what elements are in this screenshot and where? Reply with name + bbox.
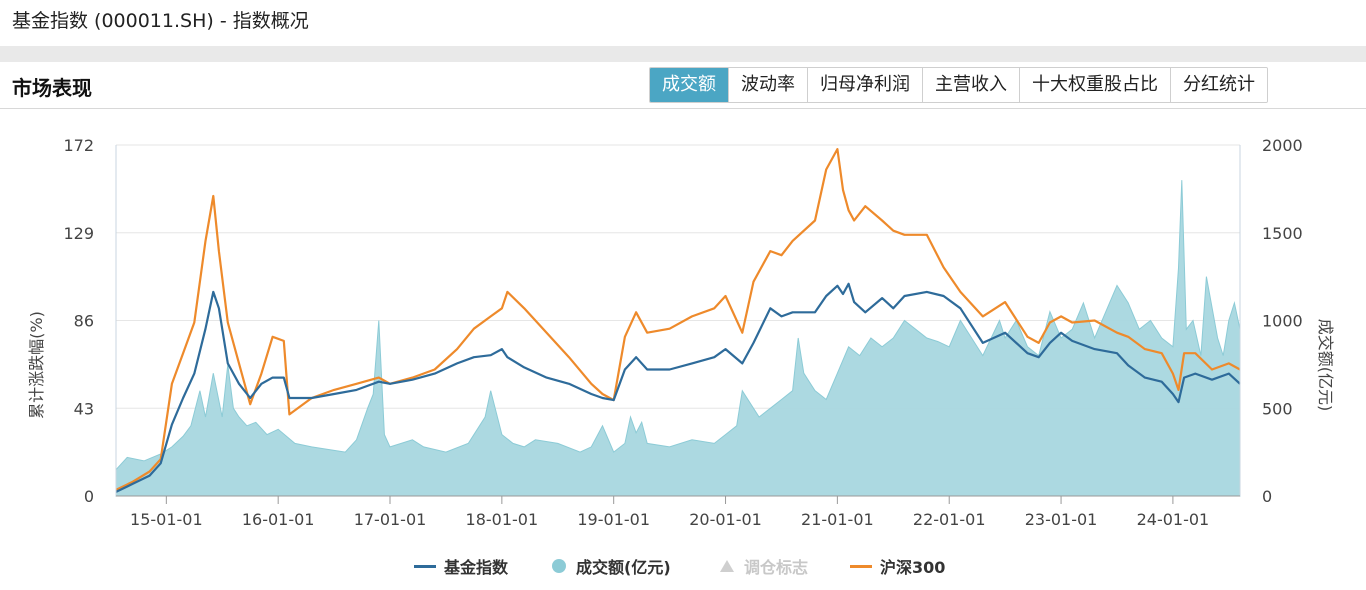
circle-swatch-icon xyxy=(552,559,566,573)
axes: 0 0 43 500 86 1000 129 1500 172 2000 15-01-01 16-01… xyxy=(63,136,1302,529)
tab-net-profit[interactable]: 归母净利润 xyxy=(807,68,922,102)
x-tick-label: 15-01-01 xyxy=(130,510,203,529)
y-tick-label: 0 xyxy=(84,487,94,506)
x-tick-label: 20-01-01 xyxy=(689,510,762,529)
tab-volatility[interactable]: 波动率 xyxy=(728,68,807,102)
tab-dividend-stats[interactable]: 分红统计 xyxy=(1170,68,1267,102)
y2-tick-label: 1500 xyxy=(1262,224,1303,243)
legend-label: 沪深300 xyxy=(880,558,946,577)
chart-legend: 基金指数 成交额(亿元) 调仓标志 沪深300 xyxy=(0,554,1366,580)
y-tick-label: 86 xyxy=(74,312,94,331)
legend-hs300[interactable]: 沪深300 xyxy=(850,554,945,578)
legend-fund-index[interactable]: 基金指数 xyxy=(414,554,508,578)
page-title: 基金指数 (000011.SH) - 指数概况 xyxy=(12,10,309,32)
line-swatch-icon xyxy=(414,564,436,568)
fund-index-line[interactable] xyxy=(115,282,1241,493)
market-performance-chart[interactable]: 0 0 43 500 86 1000 129 1500 172 2000 15-01-01 16-01… xyxy=(0,120,1366,540)
x-tick-label: 23-01-01 xyxy=(1025,510,1098,529)
x-tick-label: 16-01-01 xyxy=(242,510,315,529)
hs300-line[interactable] xyxy=(115,148,1241,491)
y-axis-label: 累计涨跌幅(%) xyxy=(27,311,46,419)
triangle-swatch-icon xyxy=(720,560,734,572)
x-tick-label: 17-01-01 xyxy=(354,510,427,529)
line-swatch-icon xyxy=(850,564,872,568)
x-tick-label: 19-01-01 xyxy=(577,510,650,529)
y-tick-label: 43 xyxy=(74,399,94,418)
header-divider-band xyxy=(0,46,1366,62)
y2-axis-label: 成交额(亿元) xyxy=(1316,319,1335,412)
section-divider xyxy=(0,108,1366,109)
y2-tick-label: 1000 xyxy=(1262,312,1303,331)
y2-tick-label: 0 xyxy=(1262,487,1272,506)
y-tick-label: 129 xyxy=(63,224,94,243)
y2-tick-label: 2000 xyxy=(1262,136,1303,155)
x-tick-label: 22-01-01 xyxy=(913,510,986,529)
x-tick-label: 24-01-01 xyxy=(1137,510,1210,529)
y-tick-label: 172 xyxy=(63,136,94,155)
legend-turnover[interactable]: 成交额(亿元) xyxy=(552,554,671,578)
metric-tabs: 成交额 波动率 归母净利润 主营收入 十大权重股占比 分红统计 xyxy=(649,67,1268,103)
tab-top10-weight[interactable]: 十大权重股占比 xyxy=(1019,68,1170,102)
section-title: 市场表现 xyxy=(12,76,92,100)
x-tick-label: 21-01-01 xyxy=(801,510,874,529)
y2-tick-label: 500 xyxy=(1262,399,1293,418)
legend-label: 基金指数 xyxy=(444,558,509,577)
turnover-area[interactable] xyxy=(115,180,1241,497)
tab-main-revenue[interactable]: 主营收入 xyxy=(922,68,1019,102)
x-tick-label: 18-01-01 xyxy=(466,510,539,529)
legend-rebalance-mark[interactable]: 调仓标志 xyxy=(720,554,808,578)
legend-label: 调仓标志 xyxy=(744,558,809,577)
legend-label: 成交额(亿元) xyxy=(576,558,671,577)
tab-turnover[interactable]: 成交额 xyxy=(650,68,728,102)
